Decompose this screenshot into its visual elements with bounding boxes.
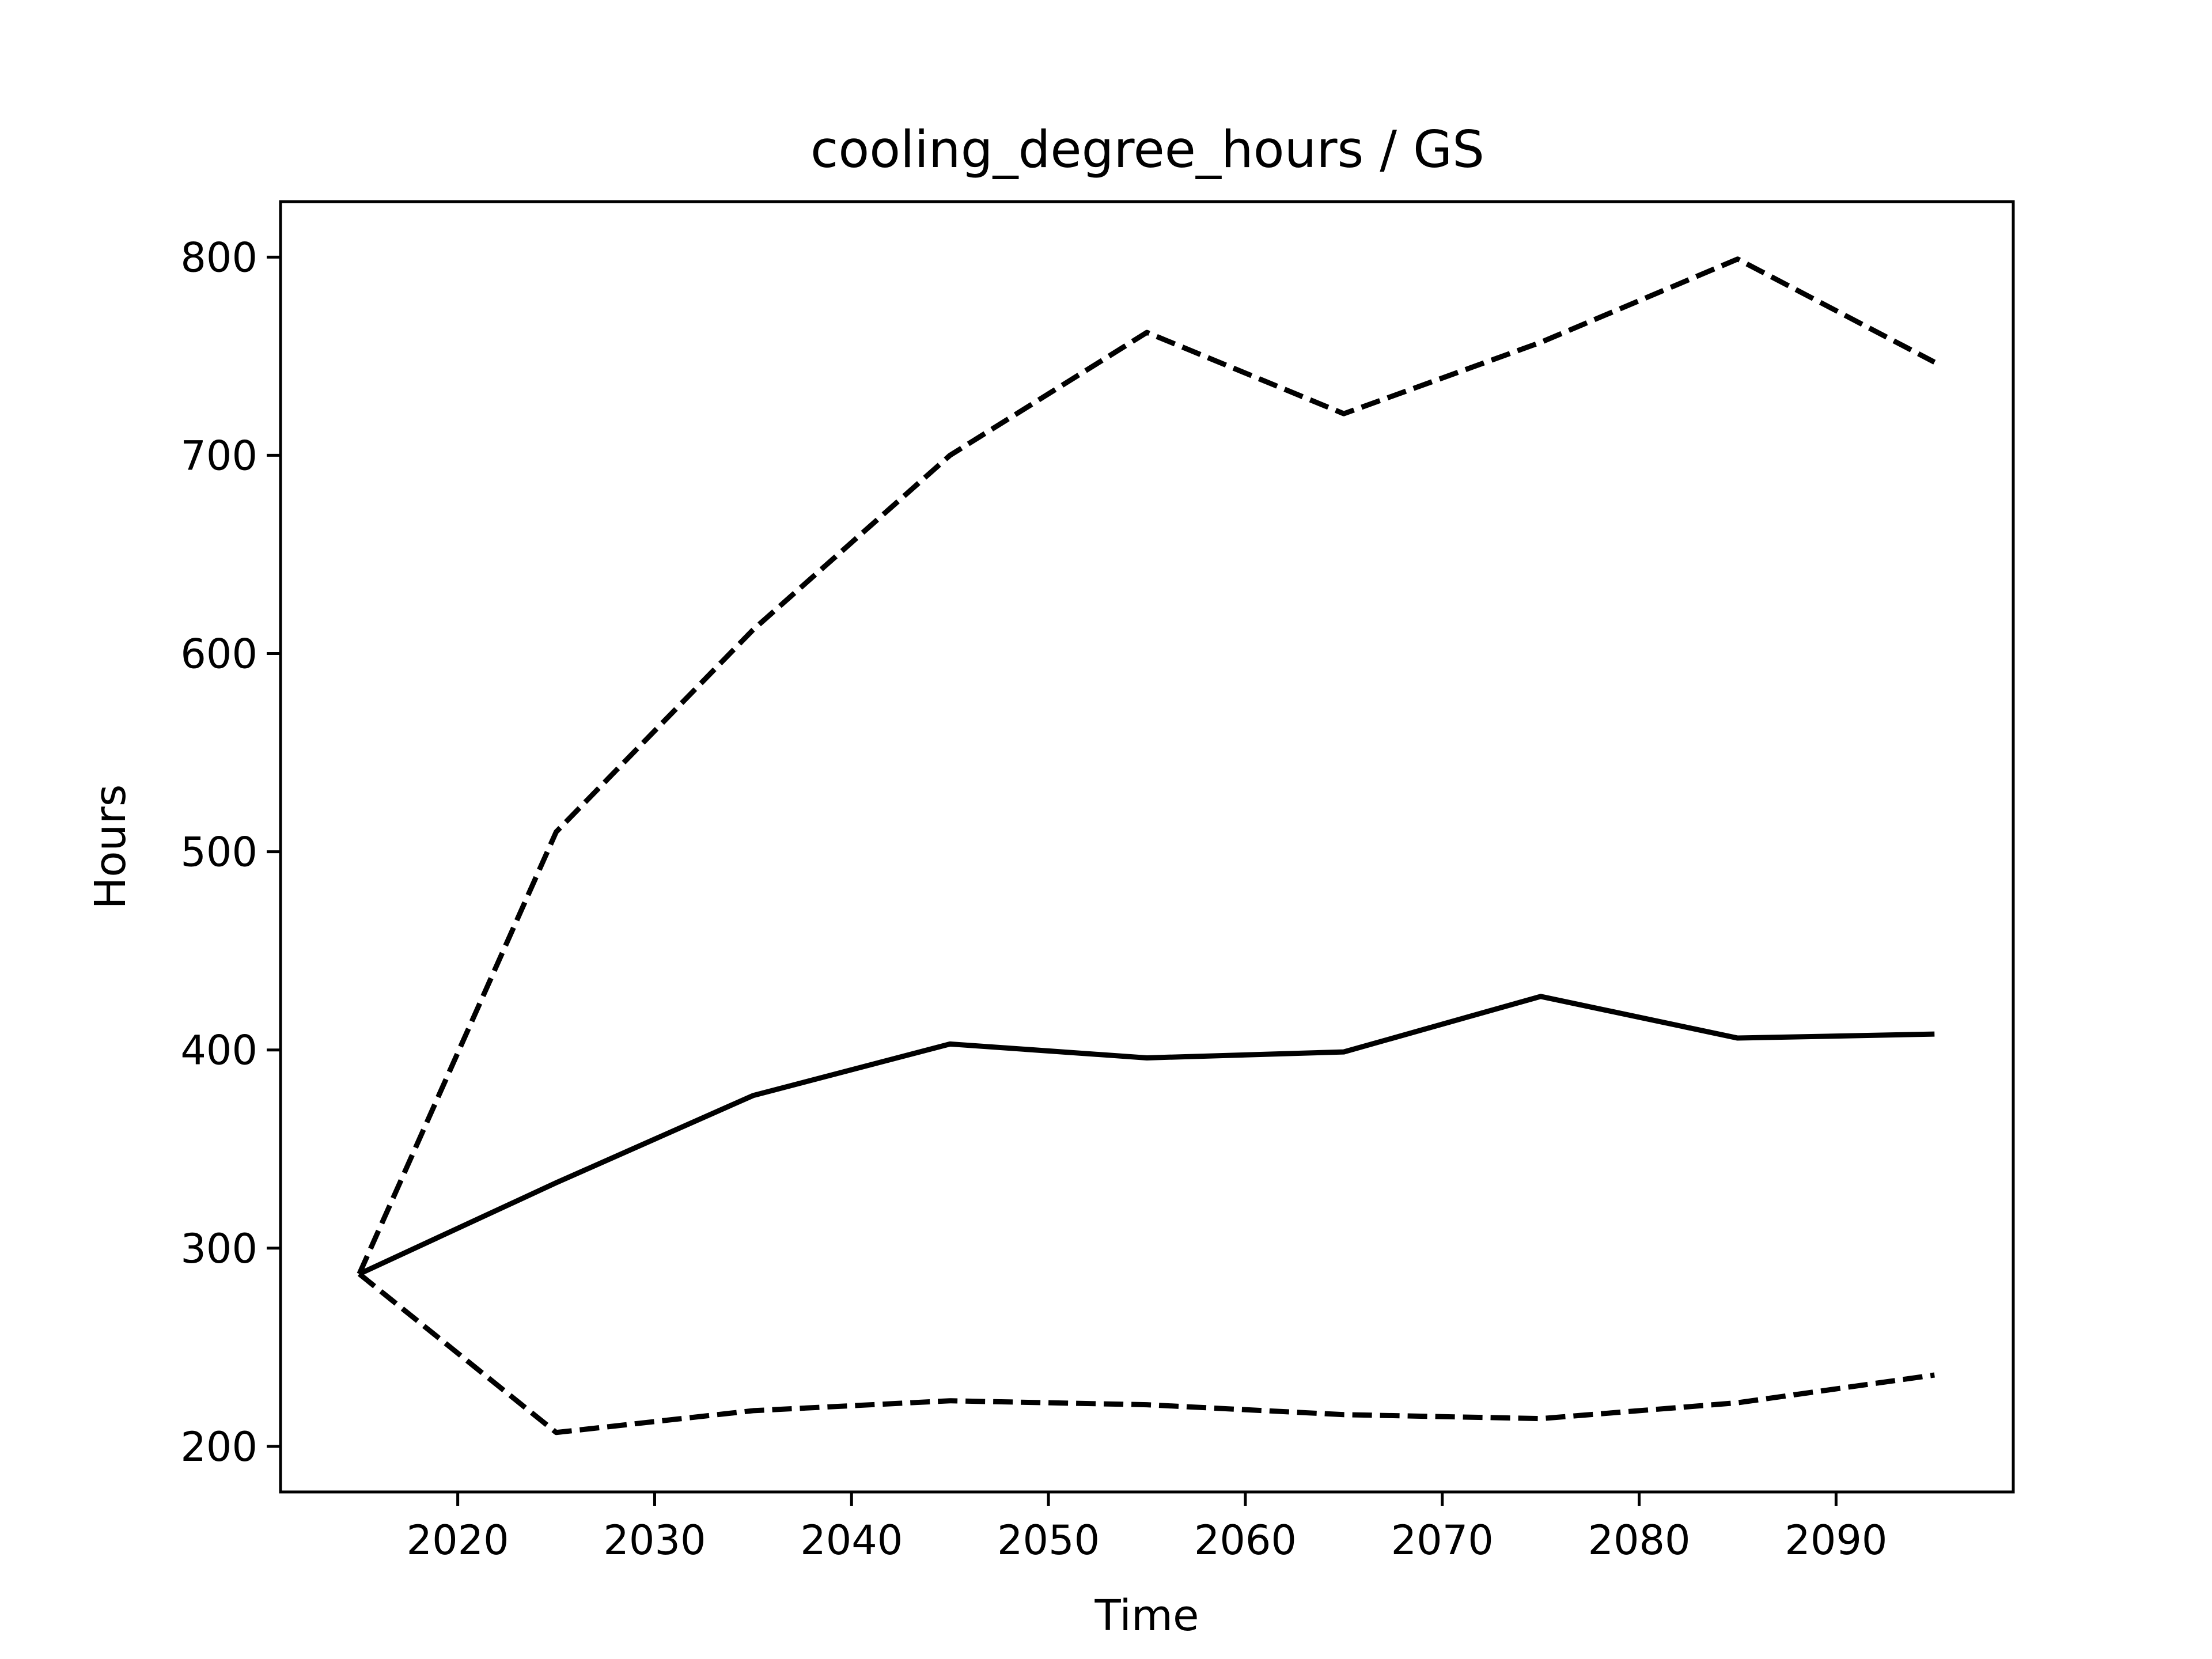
chart-title: cooling_degree_hours / GS [810,120,1484,179]
y-axis-label: Hours [86,785,135,910]
x-tick-label: 2070 [1391,1517,1494,1564]
x-axis: 2020 2030 2040 2050 2060 2070 2080 2090 [407,1492,1887,1564]
y-tick-label: 700 [180,432,257,479]
y-axis: 200 300 400 500 600 700 800 [180,234,281,1471]
y-tick-label: 200 [180,1423,257,1471]
x-axis-label: Time [1094,1591,1199,1641]
series-line-3 [357,1272,1935,1435]
y-tick-label: 500 [180,829,257,876]
x-tick-label: 2090 [1785,1517,1887,1564]
plot-frame [279,200,2015,1494]
x-tick-label: 2080 [1588,1517,1690,1564]
series-line-1 [358,994,1935,1277]
series-line-2 [357,256,1936,1275]
y-tick-label: 300 [180,1225,257,1272]
y-tick-label: 800 [180,234,257,281]
x-tick-label: 2040 [800,1517,903,1564]
y-tick-label: 400 [180,1027,257,1074]
x-tick-label: 2060 [1194,1517,1297,1564]
series-layer [357,256,1936,1435]
y-tick-label: 600 [180,631,257,678]
x-tick-label: 2030 [603,1517,706,1564]
x-tick-label: 2020 [407,1517,509,1564]
x-tick-label: 2050 [997,1517,1100,1564]
plot-area: 2020 2030 2040 2050 2060 2070 2080 2090 200 300 4… [180,200,2015,1564]
